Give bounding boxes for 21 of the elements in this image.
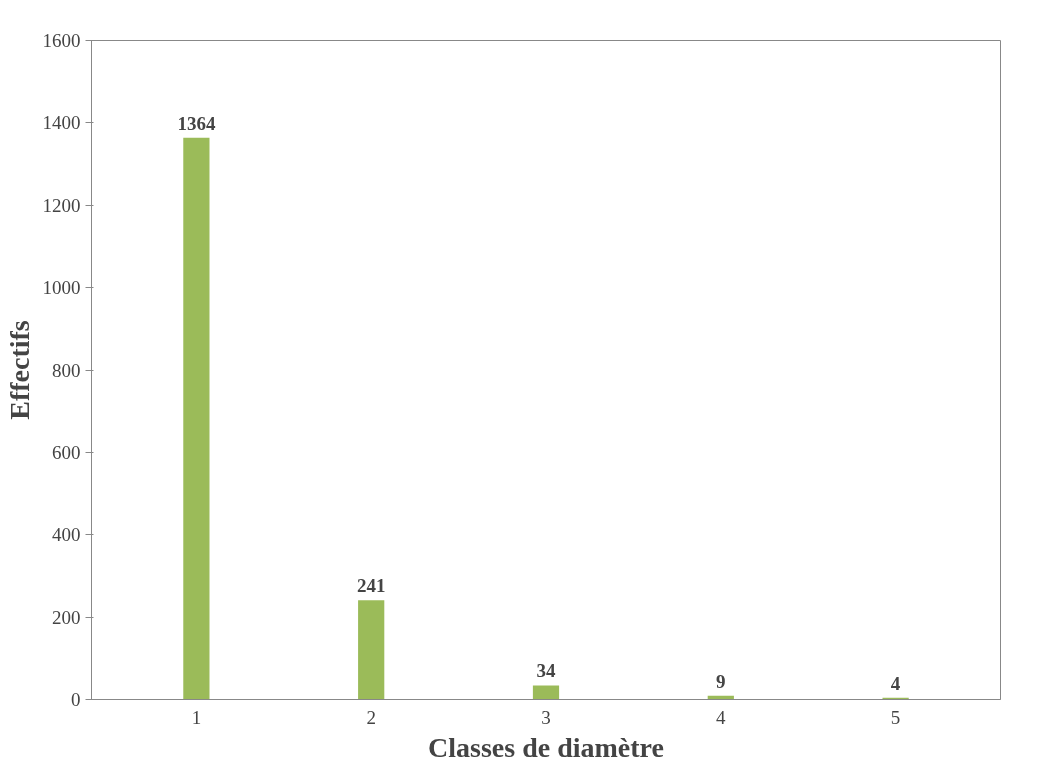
data-label: 9 — [716, 670, 726, 692]
y-tick-label: 1200 — [42, 194, 81, 216]
x-axis-title: Classes de diamètre — [428, 731, 664, 763]
y-tick-label: 0 — [71, 689, 81, 710]
data-label: 241 — [356, 575, 386, 597]
y-tick-label: 1000 — [42, 277, 81, 299]
data-label: 34 — [536, 660, 556, 682]
y-tick-label: 1600 — [42, 30, 81, 51]
y-tick-label: 800 — [52, 359, 81, 381]
y-tick-label: 200 — [52, 606, 81, 628]
x-tick-label: 3 — [541, 706, 551, 728]
data-label: 1364 — [177, 112, 216, 134]
x-tick-label: 4 — [716, 706, 727, 728]
data-label: 4 — [890, 672, 901, 694]
y-tick-label: 600 — [52, 441, 81, 463]
x-tick-label: 1 — [191, 706, 202, 728]
x-tick-label: 5 — [890, 706, 901, 728]
x-tick-label: 2 — [366, 706, 376, 728]
y-tick-label: 400 — [52, 524, 81, 546]
y-tick-label: 1400 — [42, 112, 81, 134]
y-axis-title: Effectifs — [3, 320, 35, 420]
